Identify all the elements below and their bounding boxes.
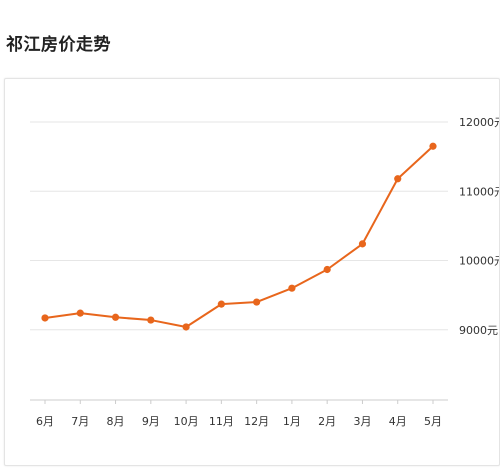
y-tick-label: 12000元 xyxy=(459,116,499,129)
data-point[interactable] xyxy=(323,265,331,274)
chart-panel: 9000元 10000元 11000元 12000元 6月 7月 8月 9月 10月 11月 12… xyxy=(4,78,500,466)
series-line-layer xyxy=(44,145,434,328)
x-tick-label: 7月 xyxy=(71,415,89,428)
data-point[interactable] xyxy=(76,309,84,317)
y-tick-label: 10000元 xyxy=(459,255,499,268)
x-tick-label: 9月 xyxy=(142,415,160,428)
y-tick-labels: 9000元 10000元 11000元 12000元 xyxy=(459,116,500,337)
x-tick-label: 10月 xyxy=(174,415,199,428)
data-point[interactable] xyxy=(41,314,49,322)
x-tick-label: 12月 xyxy=(244,415,269,428)
x-tick-label: 11月 xyxy=(209,415,234,428)
x-tick-label: 2月 xyxy=(318,415,336,428)
data-point[interactable] xyxy=(147,316,155,324)
x-tick-label: 1月 xyxy=(283,415,301,428)
y-tick-label: 11000元 xyxy=(459,185,499,198)
x-tick-label: 5月 xyxy=(424,415,442,428)
data-point[interactable] xyxy=(253,298,261,306)
data-point[interactable] xyxy=(111,313,120,321)
page-title: 祁江房价走势 xyxy=(6,35,111,55)
data-point[interactable] xyxy=(429,142,437,150)
data-point[interactable] xyxy=(182,323,190,331)
data-point[interactable] xyxy=(394,175,402,183)
line-chart: 9000元 10000元 11000元 12000元 6月 7月 8月 9月 10月 11月 12… xyxy=(30,116,500,428)
data-point[interactable] xyxy=(288,284,296,292)
x-tick-label: 8月 xyxy=(107,415,125,428)
data-point[interactable] xyxy=(358,240,367,248)
y-tick-label: 9000元 xyxy=(459,324,498,337)
x-tick-labels: 6月 7月 8月 9月 10月 11月 12月 1月 2月 3月 4月 5月 xyxy=(36,415,442,428)
data-points xyxy=(41,142,437,331)
x-tick-label: 6月 xyxy=(36,415,54,428)
x-axis xyxy=(30,399,448,404)
x-tick-label: 3月 xyxy=(353,415,371,428)
data-point[interactable] xyxy=(217,300,225,308)
x-tick-label: 4月 xyxy=(389,415,407,428)
grid-lines xyxy=(30,121,448,331)
series-line xyxy=(44,145,434,328)
